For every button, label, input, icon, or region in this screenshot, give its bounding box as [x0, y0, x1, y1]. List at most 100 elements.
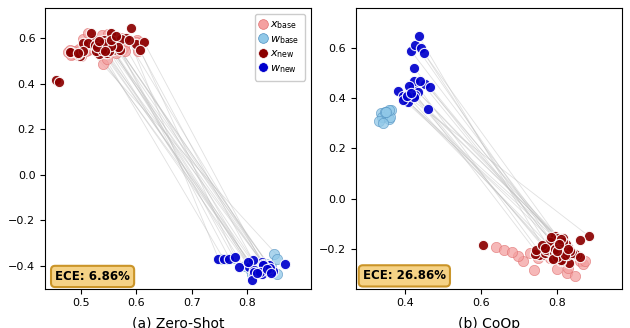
- Point: [108, 42, 118, 48]
- Point: [112, 33, 122, 39]
- Point: [113, 44, 123, 50]
- Point: [269, 251, 279, 256]
- Point: [106, 31, 116, 36]
- Point: [545, 239, 555, 245]
- Point: [553, 236, 563, 241]
- Point: [266, 265, 276, 270]
- Point: [106, 31, 117, 37]
- Point: [100, 48, 110, 53]
- Point: [537, 243, 547, 248]
- Point: [416, 46, 426, 51]
- Point: [98, 61, 108, 67]
- Text: ECE: 26.86%: ECE: 26.86%: [363, 269, 446, 282]
- Point: [403, 99, 413, 105]
- Point: [575, 254, 585, 259]
- Point: [96, 44, 106, 49]
- Point: [91, 40, 101, 45]
- Point: [377, 120, 387, 126]
- Point: [402, 93, 412, 98]
- Point: [381, 109, 391, 114]
- Point: [96, 42, 106, 47]
- Point: [549, 250, 559, 255]
- Point: [398, 97, 408, 102]
- Point: [392, 89, 403, 94]
- Point: [413, 33, 423, 38]
- Point: [78, 41, 88, 46]
- Point: [263, 263, 273, 268]
- Point: [94, 51, 104, 56]
- Point: [540, 246, 550, 251]
- Point: [139, 40, 149, 45]
- Point: [115, 40, 125, 45]
- Point: [563, 258, 573, 263]
- Point: [530, 247, 541, 253]
- Point: [103, 35, 113, 41]
- Point: [117, 47, 127, 52]
- Point: [534, 253, 544, 258]
- Point: [550, 253, 560, 258]
- Point: [384, 116, 394, 122]
- Point: [268, 268, 278, 273]
- Point: [551, 247, 561, 252]
- Point: [135, 48, 146, 53]
- Point: [68, 49, 78, 54]
- Point: [409, 78, 419, 84]
- Point: [525, 251, 535, 256]
- X-axis label: (a) Zero-Shot: (a) Zero-Shot: [132, 317, 224, 328]
- Point: [547, 257, 558, 262]
- Point: [242, 262, 252, 268]
- Point: [89, 43, 100, 48]
- Point: [563, 247, 573, 252]
- Point: [99, 40, 109, 45]
- Point: [81, 48, 91, 53]
- Point: [66, 52, 76, 57]
- Point: [385, 114, 395, 120]
- Point: [261, 261, 271, 267]
- Point: [550, 234, 560, 239]
- Point: [252, 271, 262, 276]
- Point: [552, 244, 562, 249]
- Point: [121, 35, 131, 40]
- Point: [563, 244, 573, 249]
- Point: [65, 48, 75, 53]
- Point: [90, 43, 100, 48]
- Point: [244, 261, 254, 266]
- Point: [85, 41, 95, 46]
- Point: [248, 271, 258, 276]
- Point: [408, 84, 418, 90]
- Point: [221, 257, 231, 262]
- Point: [131, 40, 141, 45]
- Point: [249, 267, 259, 273]
- Point: [560, 252, 570, 257]
- Point: [248, 270, 258, 275]
- Point: [104, 45, 114, 50]
- Point: [478, 242, 488, 247]
- Point: [544, 240, 554, 245]
- Point: [381, 109, 391, 114]
- Point: [546, 234, 556, 239]
- Point: [401, 93, 411, 98]
- Point: [76, 53, 86, 59]
- Point: [557, 239, 567, 244]
- Point: [127, 25, 137, 31]
- Point: [580, 258, 590, 264]
- Point: [51, 77, 61, 83]
- Point: [272, 256, 282, 262]
- Point: [374, 118, 384, 124]
- Point: [119, 44, 129, 50]
- Point: [565, 248, 575, 253]
- Point: [219, 257, 229, 262]
- Point: [406, 91, 416, 96]
- Point: [413, 89, 423, 94]
- Point: [74, 47, 84, 52]
- Point: [91, 48, 101, 53]
- Point: [115, 48, 125, 53]
- Point: [552, 246, 562, 252]
- Point: [133, 48, 143, 53]
- Point: [66, 49, 76, 54]
- Point: [93, 40, 103, 45]
- Point: [96, 46, 106, 51]
- Point: [420, 51, 430, 56]
- Point: [420, 81, 430, 86]
- Point: [529, 268, 539, 273]
